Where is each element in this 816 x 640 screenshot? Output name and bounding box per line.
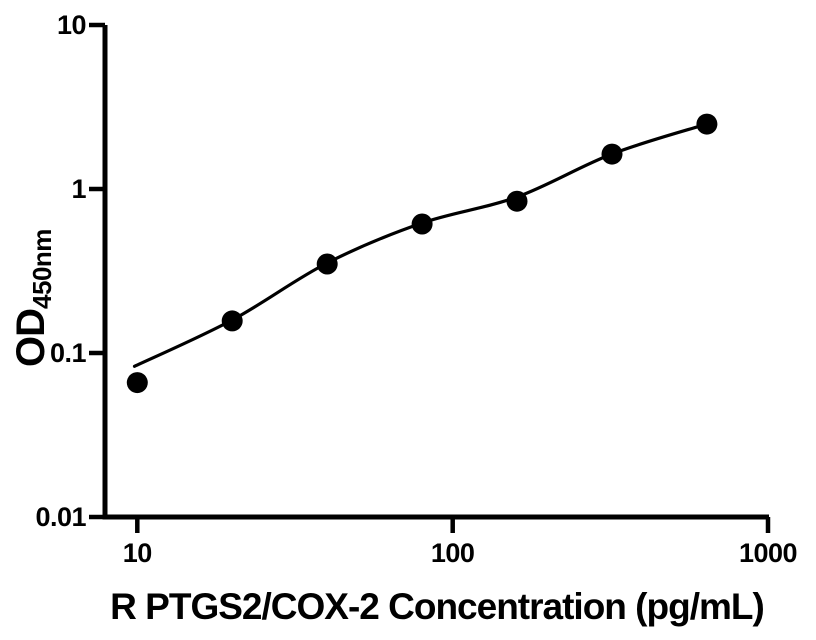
y-axis-title: OD450nm xyxy=(7,198,57,398)
y-tick-label: 1 xyxy=(71,174,86,204)
y-tick-label: 10 xyxy=(56,10,87,40)
fit-curve xyxy=(132,122,709,368)
x-tick-label: 100 xyxy=(430,538,475,568)
y-tick-label: 0.01 xyxy=(35,502,86,532)
data-point-marker xyxy=(601,143,623,165)
data-point-marker xyxy=(506,190,528,212)
data-point-marker xyxy=(221,310,243,332)
x-tick-label: 10 xyxy=(122,538,153,568)
y-axis-title-main: OD xyxy=(9,308,53,367)
x-axis-title: R PTGS2/COX-2 Concentration (pg/mL) xyxy=(110,586,765,627)
data-point-marker xyxy=(696,113,718,135)
x-tick-label: 1000 xyxy=(738,538,798,568)
data-point-marker xyxy=(316,253,338,275)
data-point-marker xyxy=(126,372,148,394)
y-tick-label: 0.1 xyxy=(49,338,87,368)
data-point-marker xyxy=(411,213,433,235)
y-axis-title-subscript: 450nm xyxy=(27,229,57,309)
axis-spines xyxy=(102,25,769,520)
